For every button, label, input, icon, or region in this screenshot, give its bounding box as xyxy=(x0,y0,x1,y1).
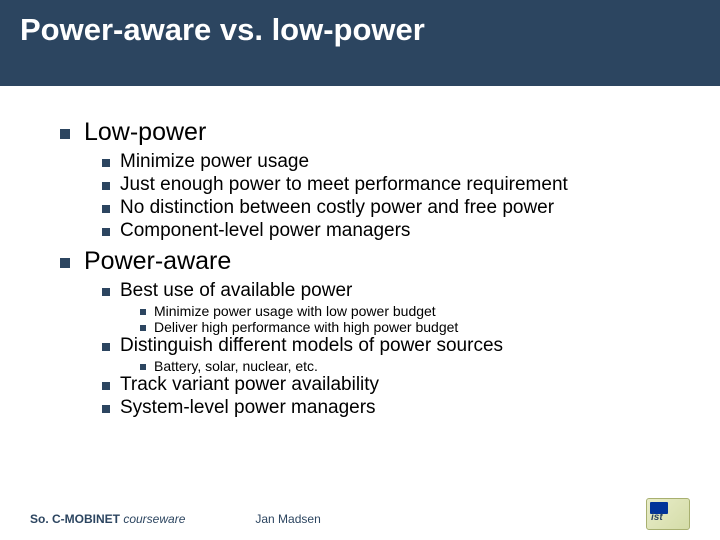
list-item-text: Distinguish different models of power so… xyxy=(120,335,503,357)
list-item-text: Just enough power to meet performance re… xyxy=(120,174,568,196)
slide: Power-aware vs. low-power Low-power Mini… xyxy=(0,0,720,540)
list-item-text: Track variant power availability xyxy=(120,374,379,396)
bullet-square-icon xyxy=(102,343,110,351)
list-subitem: Deliver high performance with high power… xyxy=(140,319,680,335)
section-heading: Low-power xyxy=(60,118,680,147)
list-item: Minimize power usage xyxy=(102,151,680,173)
bullet-square-icon xyxy=(102,405,110,413)
list-item-text: No distinction between costly power and … xyxy=(120,197,554,219)
bullet-square-icon xyxy=(102,205,110,213)
ist-logo-box: ist xyxy=(646,498,690,530)
slide-title: Power-aware vs. low-power xyxy=(20,12,700,48)
footer-author: Jan Madsen xyxy=(255,512,320,526)
bullet-square-icon xyxy=(140,325,146,331)
slide-footer: So. C-MOBINET courseware Jan Madsen ist xyxy=(30,512,700,526)
bullet-square-icon xyxy=(60,129,70,139)
bullet-square-icon xyxy=(140,309,146,315)
list-item: Track variant power availability xyxy=(102,374,680,396)
list-item-text: Best use of available power xyxy=(120,280,352,302)
list-item: Best use of available power xyxy=(102,280,680,302)
list-subitem-text: Deliver high performance with high power… xyxy=(154,319,458,335)
footer-courseware-text: courseware xyxy=(120,512,185,526)
section-label: Low-power xyxy=(84,118,206,147)
list-item-text: Component-level power managers xyxy=(120,220,410,242)
bullet-square-icon xyxy=(140,364,146,370)
list-item: Distinguish different models of power so… xyxy=(102,335,680,357)
footer-brand-text: So. C-MOBINET xyxy=(30,512,120,526)
section-label: Power-aware xyxy=(84,247,231,276)
bullet-square-icon xyxy=(102,159,110,167)
bullet-square-icon xyxy=(102,288,110,296)
list-item-text: System-level power managers xyxy=(120,397,376,419)
list-item: Just enough power to meet performance re… xyxy=(102,174,680,196)
list-subitem: Battery, solar, nuclear, etc. xyxy=(140,358,680,374)
list-subitem-text: Battery, solar, nuclear, etc. xyxy=(154,358,318,374)
section-heading: Power-aware xyxy=(60,247,680,276)
list-item-text: Minimize power usage xyxy=(120,151,309,173)
list-item: Component-level power managers xyxy=(102,220,680,242)
ist-logo-text: ist xyxy=(651,512,663,523)
ist-logo: ist xyxy=(646,498,690,530)
footer-brand: So. C-MOBINET courseware xyxy=(30,512,185,526)
list-item: No distinction between costly power and … xyxy=(102,197,680,219)
title-bar: Power-aware vs. low-power xyxy=(0,0,720,86)
bullet-square-icon xyxy=(102,182,110,190)
bullet-square-icon xyxy=(60,258,70,268)
list-subitem: Minimize power usage with low power budg… xyxy=(140,303,680,319)
list-item: System-level power managers xyxy=(102,397,680,419)
bullet-square-icon xyxy=(102,382,110,390)
slide-content: Low-power Minimize power usage Just enou… xyxy=(0,86,720,419)
bullet-square-icon xyxy=(102,228,110,236)
list-subitem-text: Minimize power usage with low power budg… xyxy=(154,303,436,319)
